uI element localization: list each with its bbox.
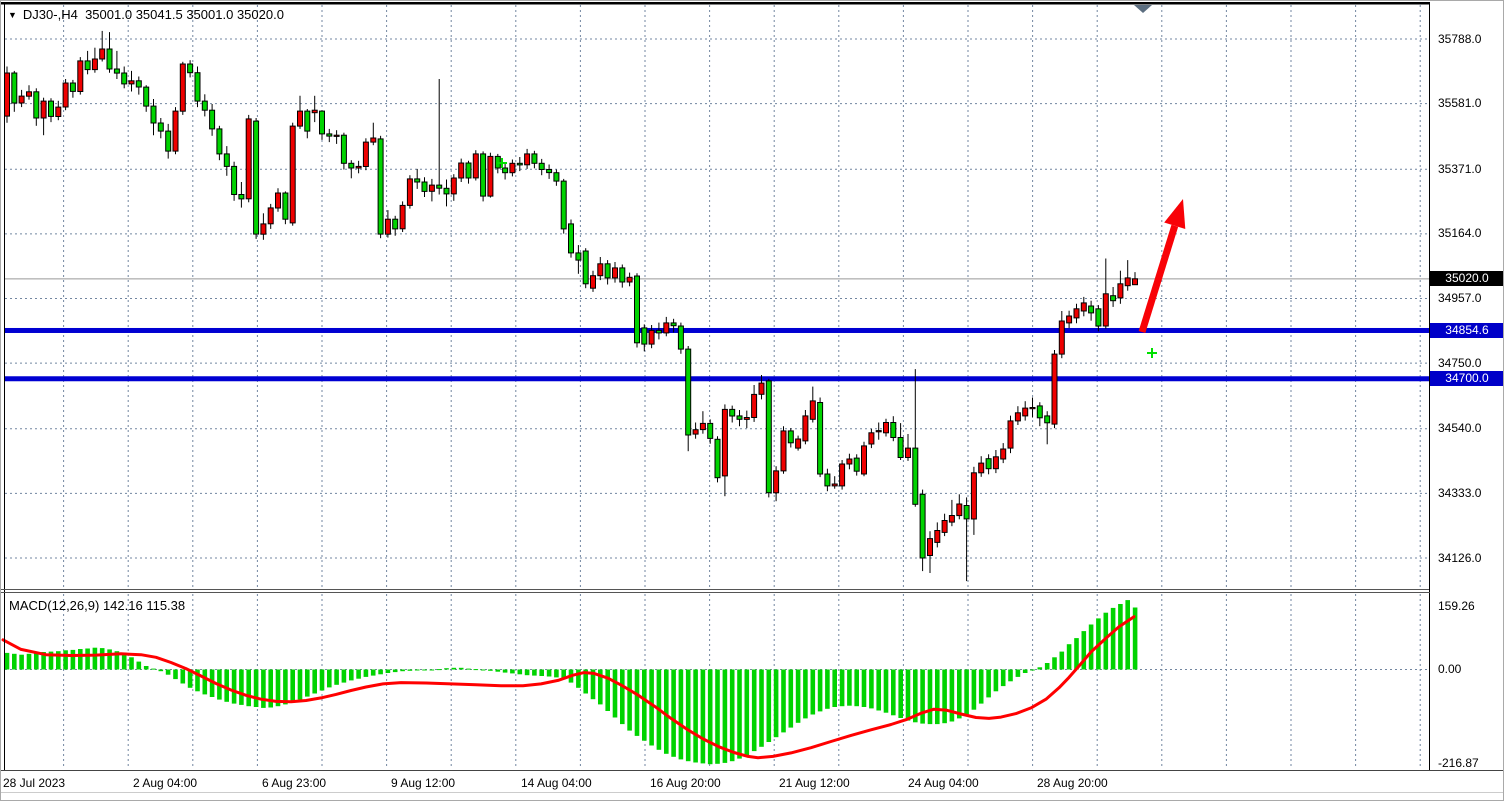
- current-price-tag: 35020.0: [1430, 271, 1503, 287]
- anchor-plus-marker: [497, 158, 507, 168]
- macd-value: 142.16: [102, 598, 143, 613]
- macd-axis-label: 0.00: [1438, 662, 1462, 676]
- macd-indicator-label: MACD(12,26,9) 142.16 115.38: [9, 598, 186, 613]
- ohlc-close: 35020.0: [236, 7, 284, 22]
- support-line[interactable]: [5, 327, 1429, 333]
- price-axis-label: 34957.0: [1438, 291, 1482, 305]
- price-axis-label: 35788.0: [1438, 31, 1482, 46]
- time-axis[interactable]: 28 Jul 2023 2 Aug 04:00 6 Aug 23:00 9 Aug 1…: [1, 771, 1503, 792]
- trend-arrow[interactable]: [1138, 199, 1186, 334]
- time-axis-label: 21 Aug 12:00: [779, 776, 850, 790]
- ohlc-low: 35001.0: [186, 7, 234, 22]
- macd-histogram: [4, 600, 1138, 765]
- time-axis-label: 16 Aug 20:00: [650, 776, 721, 790]
- time-axis-label: 2 Aug 04:00: [133, 776, 198, 790]
- time-axis-label: 14 Aug 04:00: [521, 776, 592, 790]
- support-line[interactable]: [5, 376, 1429, 382]
- time-axis-label: 9 Aug 12:00: [391, 776, 456, 790]
- candlesticks: [4, 30, 1138, 582]
- macd-axis-label: -216.87: [1438, 755, 1479, 770]
- price-axis-label: 34750.0: [1438, 355, 1482, 370]
- ohlc-high: 35041.5: [135, 7, 183, 22]
- grid-lines: [5, 5, 1429, 769]
- symbol-period-label: DJ30-,H4: [22, 7, 78, 22]
- macd-signal-value: 115.38: [146, 598, 186, 613]
- macd-axis-label: 159.26: [1438, 598, 1475, 613]
- object-anchor-triangle-icon: [1134, 5, 1152, 13]
- chart-title: ▼ DJ30-,H4 35001.0 35041.5 35001.0 35020.…: [8, 7, 284, 22]
- support-line-price-tag: 34700.0: [1430, 371, 1503, 387]
- time-axis-label: 6 Aug 23:00: [262, 776, 327, 790]
- time-axis-label: 24 Aug 04:00: [908, 776, 979, 790]
- price-axis-label: 34126.0: [1438, 550, 1482, 565]
- price-axis-label: 34540.0: [1438, 421, 1482, 436]
- anchor-plus-marker: [1147, 348, 1157, 358]
- macd-signal-line: [1, 615, 1136, 760]
- price-axis-label: 35164.0: [1438, 226, 1482, 241]
- ohlc-open: 35001.0: [85, 7, 133, 22]
- price-axis-label: 34333.0: [1438, 485, 1482, 500]
- time-axis-label: 28 Jul 2023: [3, 776, 66, 790]
- time-axis-label: 28 Aug 20:00: [1037, 776, 1108, 790]
- price-axis-label: 35371.0: [1438, 161, 1482, 176]
- support-line-price-tag: 34854.6: [1430, 322, 1503, 338]
- price-axis-label: 35581.0: [1438, 96, 1482, 111]
- symbol-dropdown-icon[interactable]: ▼: [8, 10, 17, 20]
